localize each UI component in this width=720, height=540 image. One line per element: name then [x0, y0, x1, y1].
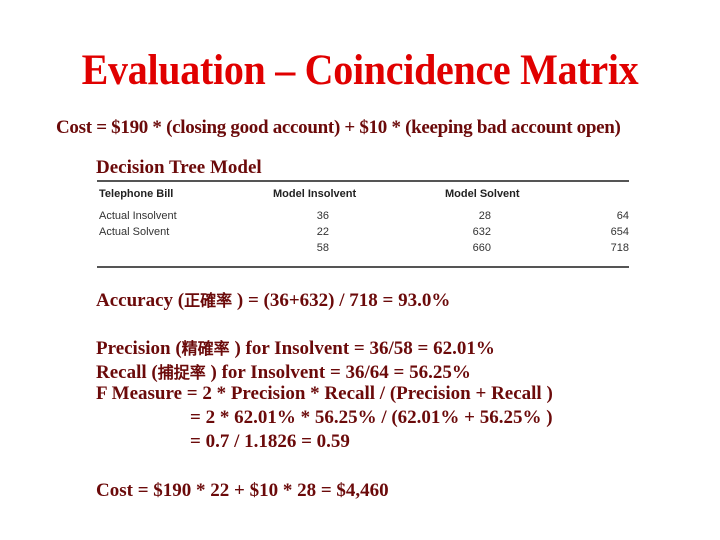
f-measure-line-2: = 2 * 62.01% * 56.25% / (62.01% + 56.25%… — [190, 407, 553, 428]
coincidence-matrix: Telephone Bill Model Insolvent Model Sol… — [97, 180, 629, 268]
row-total: 64 — [616, 210, 629, 222]
column-total: 58 — [316, 242, 329, 254]
cost-result: Cost = $190 * 22 + $10 * 28 = $4,460 — [96, 480, 389, 501]
row-label: Actual Insolvent — [99, 210, 177, 222]
matrix-cell: 36 — [316, 210, 329, 222]
table-bottom-rule — [97, 266, 629, 268]
f-measure-line-3: = 0.7 / 1.1826 = 0.59 — [190, 431, 350, 452]
precision-cjk: 精確率 — [181, 339, 230, 358]
recall-line: Recall (捕捉率 ) for Insolvent = 36/64 = 56… — [96, 359, 471, 384]
col-header-model-insolvent: Model Insolvent — [273, 188, 357, 200]
col-header-model-solvent: Model Solvent — [445, 188, 520, 200]
accuracy-label: Accuracy ( — [96, 290, 185, 311]
corner-header: Telephone Bill — [99, 188, 174, 200]
matrix-cell: 22 — [316, 226, 329, 238]
accuracy-formula: ) = (36+632) / 718 = 93.0% — [232, 290, 451, 311]
accuracy-cjk: 正確率 — [184, 291, 233, 310]
slide-title: Evaluation – Coincidence Matrix — [81, 47, 639, 94]
precision-formula: ) for Insolvent = 36/58 = 62.01% — [229, 338, 495, 359]
f-measure-line-1: F Measure = 2 * Precision * Recall / (Pr… — [96, 383, 553, 404]
table-caption: Decision Tree Model — [96, 157, 262, 178]
matrix-cell: 632 — [472, 226, 491, 238]
cost-definition: Cost = $190 * (closing good account) + $… — [56, 117, 621, 138]
matrix-cell: 28 — [478, 210, 491, 222]
recall-cjk: 捕捉率 — [157, 363, 206, 382]
grand-total: 718 — [610, 242, 629, 254]
recall-formula: ) for Insolvent = 36/64 = 56.25% — [205, 362, 471, 383]
precision-label: Precision ( — [96, 338, 182, 359]
table-top-rule — [97, 180, 629, 182]
row-label: Actual Solvent — [99, 226, 170, 238]
recall-label: Recall ( — [96, 362, 158, 383]
row-total: 654 — [610, 226, 629, 238]
column-total: 660 — [472, 242, 491, 254]
accuracy-line: Accuracy (正確率 ) = (36+632) / 718 = 93.0% — [96, 287, 450, 312]
precision-line: Precision (精確率 ) for Insolvent = 36/58 =… — [96, 335, 495, 360]
